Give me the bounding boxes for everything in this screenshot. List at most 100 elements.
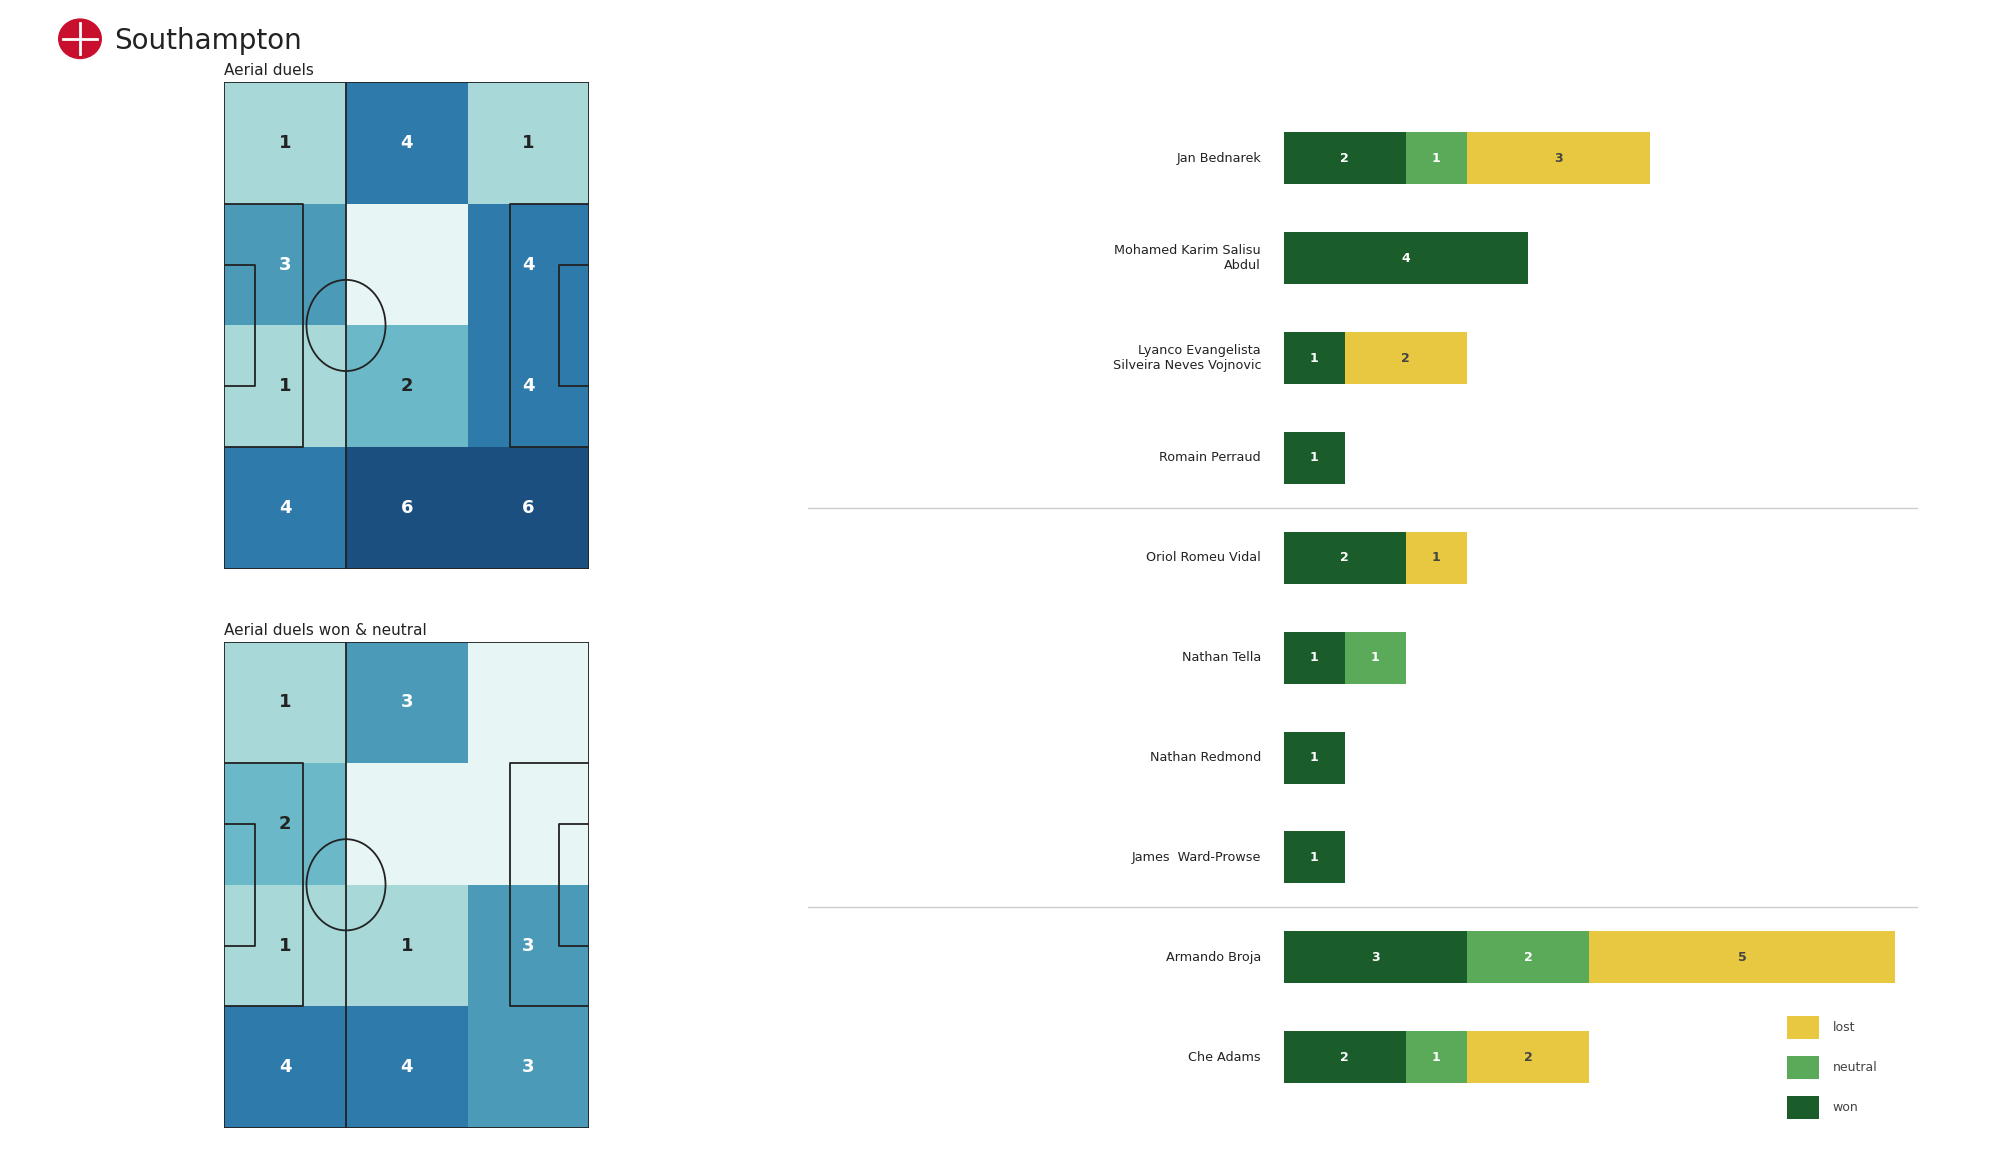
Bar [224,325,346,446]
Text: 2: 2 [1340,551,1350,564]
Bar [1406,133,1466,184]
Text: 3: 3 [1554,152,1562,165]
Text: 3: 3 [278,256,292,274]
Bar [1788,1056,1818,1079]
Bar [1344,632,1406,684]
Bar [346,325,468,446]
Bar [468,1007,590,1128]
Text: 2: 2 [278,815,292,833]
Bar [224,446,346,569]
Text: 6: 6 [400,499,414,517]
Text: 1: 1 [1370,651,1380,664]
Text: 2: 2 [1524,1050,1532,1063]
Bar [468,325,590,446]
Bar [224,1007,346,1128]
Bar [468,642,590,764]
Bar [346,446,468,569]
Bar [1344,333,1466,384]
Text: 1: 1 [1310,851,1318,864]
Text: 3: 3 [522,1059,534,1076]
Text: 3: 3 [522,936,534,954]
Bar [1406,1032,1466,1083]
Text: 1: 1 [1432,1050,1440,1063]
Text: Romain Perraud: Romain Perraud [1160,451,1262,464]
Bar [1284,632,1344,684]
Text: James  Ward-Prowse: James Ward-Prowse [1132,851,1262,864]
Text: 4: 4 [400,134,414,152]
Circle shape [56,18,104,60]
Text: 2: 2 [1340,1050,1350,1063]
Text: Oriol Romeu Vidal: Oriol Romeu Vidal [1146,551,1262,564]
Bar [224,885,346,1007]
Text: 1: 1 [1310,651,1318,664]
Bar [1284,932,1466,983]
Text: 4: 4 [278,1059,292,1076]
Bar [1466,133,1650,184]
Bar [346,764,468,885]
Text: Southampton: Southampton [114,27,302,55]
Text: lost: lost [1832,1021,1854,1034]
Text: 3: 3 [1370,951,1380,963]
Text: Aerial duels won & neutral: Aerial duels won & neutral [224,623,428,638]
Text: Che Adams: Che Adams [1188,1050,1262,1063]
Text: 1: 1 [1432,152,1440,165]
Text: 4: 4 [522,377,534,395]
Bar [1788,1095,1818,1119]
Text: 2: 2 [400,377,414,395]
Text: won: won [1832,1101,1858,1114]
Bar [346,82,468,203]
Text: 2: 2 [1340,152,1350,165]
Text: 1: 1 [400,936,414,954]
Text: 5: 5 [1738,951,1746,963]
Text: 1: 1 [1310,751,1318,764]
Bar [1284,133,1406,184]
Text: Mohamed Karim Salisu
Abdul: Mohamed Karim Salisu Abdul [1114,244,1262,273]
Text: Nathan Redmond: Nathan Redmond [1150,751,1262,764]
Bar [1466,1032,1590,1083]
Text: 6: 6 [522,499,534,517]
Text: Jan Bednarek: Jan Bednarek [1176,152,1262,165]
Bar [224,82,346,203]
Text: 4: 4 [278,499,292,517]
Text: 1: 1 [1432,551,1440,564]
Text: 1: 1 [1310,451,1318,464]
Bar [224,203,346,325]
Text: 4: 4 [1402,251,1410,264]
Bar [346,885,468,1007]
Text: 1: 1 [278,693,292,711]
Bar [1284,832,1344,884]
Text: Aerial duels: Aerial duels [224,63,314,79]
Bar [468,885,590,1007]
Text: Armando Broja: Armando Broja [1166,951,1262,963]
Bar [468,764,590,885]
Bar [346,642,468,764]
Bar [1590,932,1894,983]
Text: Lyanco Evangelista
Silveira Neves Vojnovic: Lyanco Evangelista Silveira Neves Vojnov… [1112,344,1262,372]
Text: neutral: neutral [1832,1061,1878,1074]
Bar [468,446,590,569]
Bar [1788,1016,1818,1039]
Text: 2: 2 [1524,951,1532,963]
Bar [1466,932,1590,983]
Bar [1284,233,1528,284]
Bar [468,82,590,203]
Bar [1284,1032,1406,1083]
Text: 4: 4 [400,1059,414,1076]
Text: Nathan Tella: Nathan Tella [1182,651,1262,664]
Bar [1284,333,1344,384]
Text: 1: 1 [1310,351,1318,364]
Bar [224,764,346,885]
Text: 1: 1 [278,134,292,152]
Text: 1: 1 [278,377,292,395]
Bar [1284,432,1344,484]
Bar [346,203,468,325]
Bar [1284,532,1406,584]
Bar [1284,732,1344,784]
Bar [346,1007,468,1128]
Text: 3: 3 [400,693,414,711]
Text: 2: 2 [1402,351,1410,364]
Text: 4: 4 [522,256,534,274]
Bar [468,203,590,325]
Text: 1: 1 [522,134,534,152]
Text: 1: 1 [278,936,292,954]
